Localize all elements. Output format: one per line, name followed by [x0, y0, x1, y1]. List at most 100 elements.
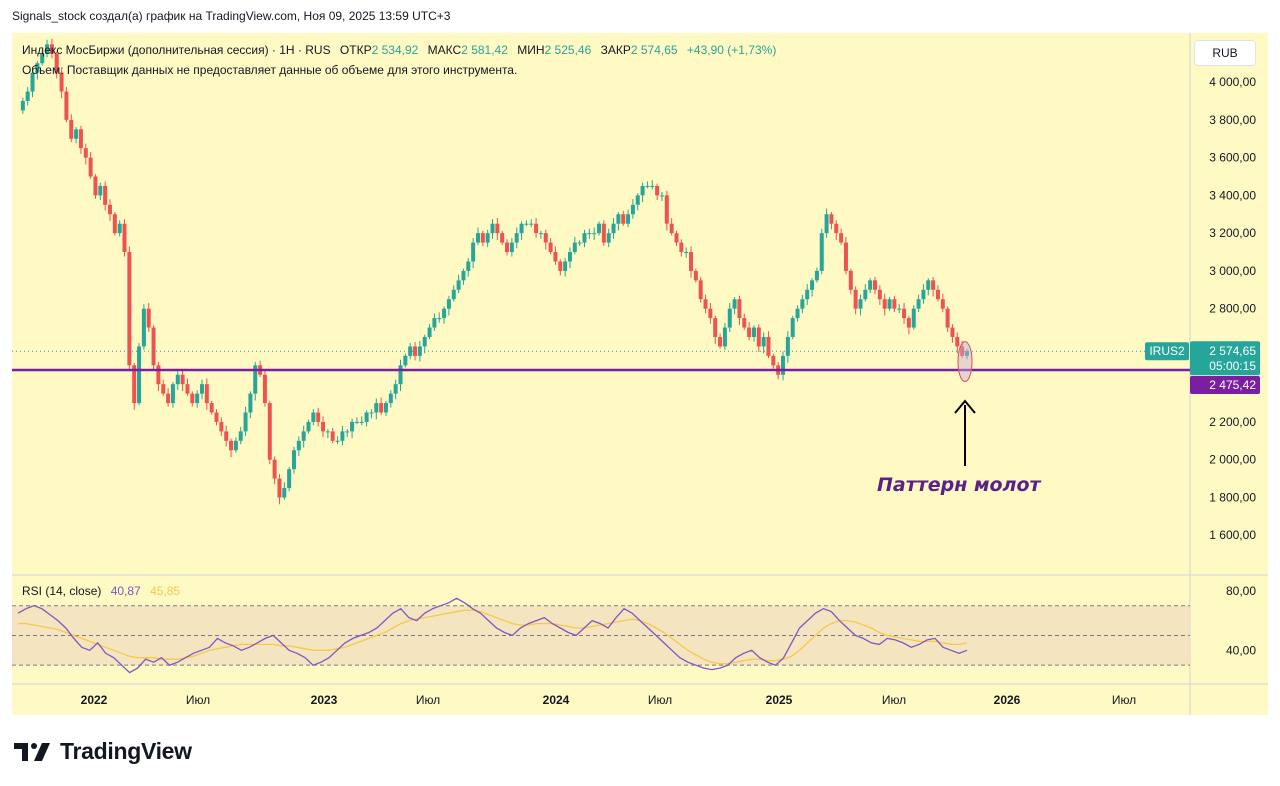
candle-body — [693, 270, 698, 281]
candle-body — [887, 299, 892, 309]
rsi-label[interactable]: RSI (14, close) — [22, 584, 102, 598]
candle-body — [839, 233, 844, 243]
candle-body — [461, 270, 466, 281]
candle-body — [480, 233, 485, 243]
candle-body — [703, 299, 708, 309]
candle-body — [432, 318, 437, 328]
candle-body — [170, 384, 175, 404]
rsi-tick-label: 80,00 — [1226, 584, 1256, 598]
candle-body — [819, 233, 824, 271]
hammer-highlight[interactable] — [957, 341, 973, 383]
candle-body — [195, 393, 200, 404]
ohlc-legend: Индекс МосБиржи (дополнительная сессия) … — [22, 43, 776, 57]
chart-svg[interactable]: 4 000,00 3 800,00 3 600,00 3 400,00 3 200,00… — [12, 33, 1268, 715]
candle-body — [59, 72, 64, 92]
candle-body — [877, 289, 882, 300]
candle-body — [534, 223, 539, 234]
candle-body — [645, 185, 650, 187]
candle-body — [291, 450, 296, 470]
candle-body — [335, 440, 340, 442]
price-tick-label: 1 600,00 — [1209, 528, 1256, 542]
candle-body — [785, 336, 790, 356]
candle-body — [611, 223, 616, 234]
candle-body — [151, 327, 156, 366]
symbol-tag[interactable] — [1145, 342, 1189, 361]
low-label: МИН — [517, 43, 545, 57]
chart-attribution: Signals_stock создал(а) график на Tradin… — [12, 9, 451, 23]
candle-body — [587, 233, 592, 235]
candle-body — [209, 403, 214, 413]
candle-body — [393, 384, 398, 394]
candle-body — [853, 289, 858, 309]
price-tick-label: 4 000,00 — [1209, 75, 1256, 89]
candle-body — [882, 299, 887, 309]
rsi-legend: RSI (14, close) 40,87 45,85 — [22, 584, 180, 598]
price-tick-label: 1 800,00 — [1209, 490, 1256, 504]
candle-body — [500, 233, 505, 243]
instrument-name[interactable]: Индекс МосБиржи (дополнительная сессия) … — [22, 43, 331, 57]
candle-body — [940, 299, 945, 309]
candle-body — [795, 308, 800, 319]
candle-body — [306, 421, 311, 432]
candle-body — [321, 421, 326, 432]
candle-body — [737, 299, 742, 319]
candle-body — [563, 261, 568, 271]
annotation-arrow-head — [954, 399, 976, 414]
candle-body — [558, 261, 563, 271]
candle-body — [727, 308, 732, 328]
open-value: 2 534,92 — [371, 43, 419, 57]
candle-body — [635, 195, 640, 205]
candle-body — [761, 336, 766, 347]
chart-area[interactable]: 4 000,00 3 800,00 3 600,00 3 400,00 3 200,00… — [12, 33, 1268, 715]
candle-body — [597, 223, 602, 234]
candle-body — [388, 393, 393, 404]
candle-body — [219, 421, 224, 432]
last-price-tag — [1190, 341, 1260, 376]
candle-body — [451, 289, 456, 300]
candle-body — [543, 233, 548, 243]
candle-body — [20, 100, 25, 111]
candle-body — [751, 327, 756, 337]
candle-body — [180, 374, 185, 385]
candle-body — [301, 431, 306, 441]
candle-body — [873, 280, 878, 290]
candle-body — [679, 242, 684, 253]
candle-body — [422, 336, 427, 347]
candle-body — [408, 346, 413, 356]
candle-body — [185, 384, 190, 394]
candle-body — [906, 318, 911, 328]
candle-body — [383, 403, 388, 413]
tradingview-logo[interactable]: TradingView — [14, 738, 192, 765]
candle-body — [674, 233, 679, 243]
candle-body — [364, 412, 369, 422]
chart-background — [12, 33, 1268, 715]
candle-body — [916, 299, 921, 309]
price-tick-label: 3 000,00 — [1209, 264, 1256, 278]
candle-body — [722, 327, 727, 347]
candle-body — [718, 336, 723, 347]
annotation-text[interactable]: Паттерн молот — [877, 474, 1042, 496]
candle-body — [601, 223, 606, 243]
candle-body — [442, 308, 447, 319]
high-label: МАКС — [427, 43, 462, 57]
candle-body — [766, 336, 771, 356]
rsi-ma-line — [18, 609, 968, 665]
candle-body — [122, 223, 127, 253]
candle-body — [456, 280, 461, 290]
tradingview-logo-icon — [14, 742, 50, 761]
candle-body — [490, 223, 495, 234]
candle-body — [49, 44, 54, 54]
candle-body — [621, 214, 626, 224]
currency-button[interactable]: RUB — [1194, 40, 1256, 66]
candle-body — [684, 252, 689, 254]
candle-body — [955, 336, 960, 347]
time-tick-label: 2023 — [311, 693, 338, 707]
candle-body — [921, 289, 926, 300]
candle-body — [863, 289, 868, 300]
candle-body — [538, 233, 543, 235]
candle-body — [413, 346, 418, 356]
time-tick-label: 2024 — [543, 693, 570, 707]
candle-body — [810, 280, 815, 290]
close-label: ЗАКР — [600, 43, 631, 57]
candle-body — [509, 242, 514, 253]
